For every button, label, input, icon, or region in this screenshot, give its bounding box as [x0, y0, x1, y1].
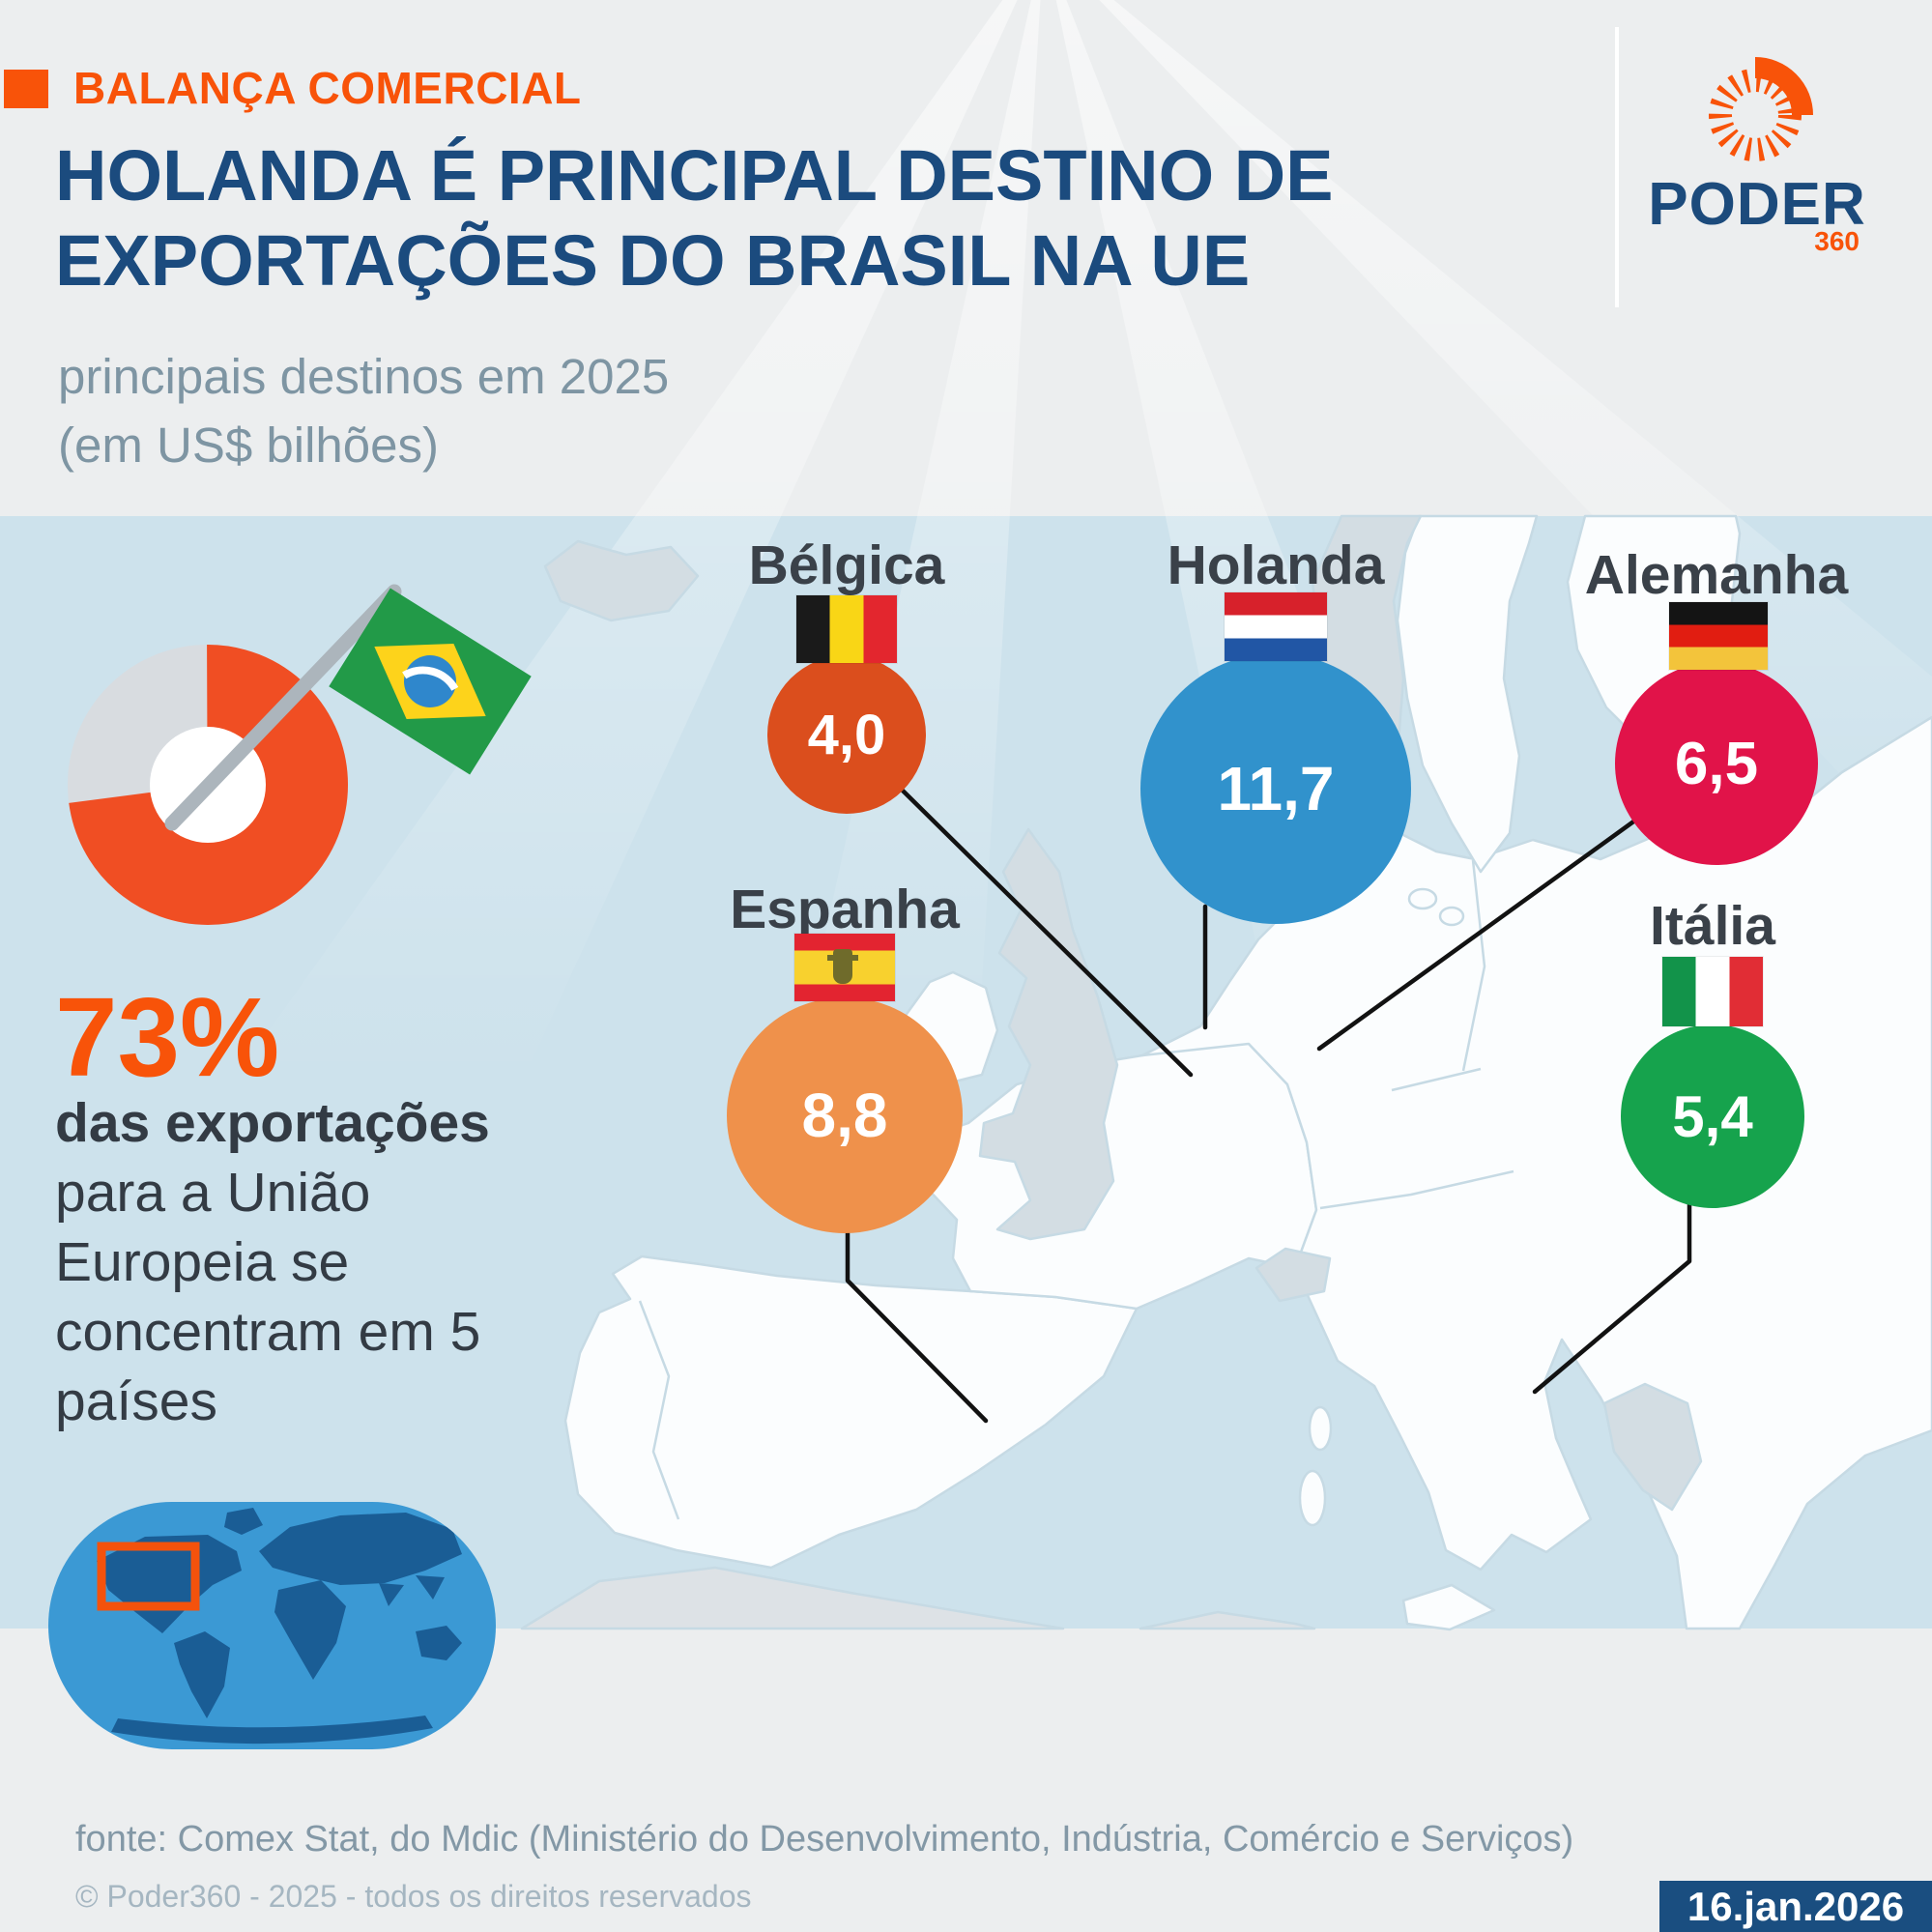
highlight-value: 73% — [55, 974, 280, 1100]
bubble-germany: 6,5 — [1615, 662, 1818, 865]
leader-line-spain — [845, 1228, 989, 1424]
copyright-text: © Poder360 - 2025 - todos os direitos re… — [75, 1879, 752, 1914]
map-country-sweden — [1396, 514, 1539, 874]
highlight-text: das exportações para a União Europeia se… — [55, 1088, 490, 1436]
brand-divider — [1615, 27, 1619, 307]
leader-line-belgium — [900, 788, 1194, 1078]
subtitle-line-2: (em US$ bilhões) — [58, 418, 439, 473]
highlight-text-line-5: países — [55, 1370, 217, 1432]
country-label-germany: Alemanha — [1584, 544, 1849, 606]
bubble-netherlands: 11,7 — [1140, 653, 1411, 924]
belgium-flag-icon — [796, 595, 897, 663]
highlight-text-line-4: concentram em 5 — [55, 1301, 481, 1363]
world-map-highlight — [97, 1542, 200, 1611]
map-region-north-africa — [520, 1566, 1065, 1630]
italy-flag-icon — [1662, 957, 1763, 1026]
brazil-flag-icon — [164, 584, 532, 831]
subtitle-line-1: principais destinos em 2025 — [58, 349, 670, 404]
spain-flag-icon — [794, 934, 895, 1001]
country-label-italy: Itália — [1650, 895, 1775, 957]
bubble-value-netherlands: 11,7 — [1217, 754, 1335, 823]
bubble-value-spain: 8,8 — [801, 1081, 888, 1150]
page-title: HOLANDA É PRINCIPAL DESTINO DE EXPORTAÇÕ… — [55, 133, 1334, 303]
leader-line-germany — [1316, 817, 1639, 1052]
bubble-value-belgium: 4,0 — [807, 703, 886, 766]
page-title-line-2: EXPORTAÇÕES DO BRASIL NA UE — [55, 220, 1251, 301]
netherlands-flag-icon — [1225, 592, 1327, 661]
highlight-text-line-2: para a União — [55, 1162, 371, 1224]
brand-suffix: 360 — [1814, 226, 1860, 256]
bubble-italy: 5,4 — [1621, 1024, 1804, 1208]
country-label-belgium: Bélgica — [748, 534, 945, 596]
map-region-north-africa-2 — [1139, 1610, 1316, 1630]
map-country-uk — [978, 827, 1119, 1241]
map-island-sicily — [1401, 1583, 1496, 1631]
brand-name: PODER — [1648, 171, 1866, 238]
bubble-belgium: 4,0 — [767, 655, 926, 814]
donut-segment-73pct — [68, 645, 348, 925]
map-country-switzerland — [1254, 1247, 1332, 1303]
highlight-text-line-3: Europeia se — [55, 1231, 350, 1293]
map-country-iceland — [543, 539, 700, 622]
country-label-netherlands: Holanda — [1167, 534, 1385, 596]
leader-line-italy — [1532, 1200, 1692, 1395]
highlight-text-line-1: das exportações — [55, 1092, 490, 1154]
germany-flag-icon — [1669, 602, 1768, 670]
source-text: fonte: Comex Stat, do Mdic (Ministério d… — [75, 1819, 1574, 1860]
kicker: BALANÇA COMERCIAL — [73, 63, 582, 113]
map-island-corsica — [1308, 1405, 1333, 1452]
map-country-iberia — [563, 1254, 1139, 1570]
subtitle: principais destinos em 2025 (em US$ bilh… — [58, 342, 669, 479]
bubble-value-germany: 6,5 — [1674, 730, 1759, 797]
kicker-bullet — [4, 70, 48, 108]
spain-coat-of-arms-icon — [827, 949, 858, 984]
date-badge: 16.jan.2026 — [1659, 1881, 1932, 1932]
map-region-balkans — [1602, 1382, 1703, 1512]
poder360-logo-icon — [1709, 57, 1813, 161]
leader-lines — [845, 788, 1692, 1424]
donut-chart — [68, 645, 348, 925]
map-island-sardinia — [1298, 1469, 1327, 1527]
bubble-spain: 8,8 — [727, 997, 963, 1233]
world-map — [48, 1502, 496, 1749]
bubble-value-italy: 5,4 — [1672, 1083, 1753, 1149]
page-title-line-1: HOLANDA É PRINCIPAL DESTINO DE — [55, 135, 1334, 216]
country-label-spain: Espanha — [730, 879, 960, 940]
flag-pole — [164, 584, 402, 831]
